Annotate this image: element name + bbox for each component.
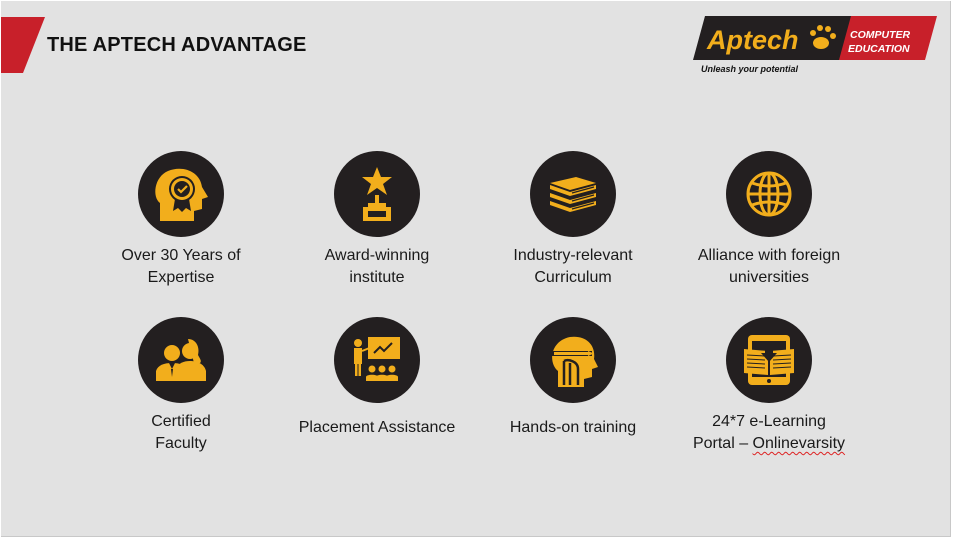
logo-name: Aptech (706, 25, 799, 55)
item-label-line2: institute (349, 269, 405, 286)
item-label-line2: Expertise (147, 269, 215, 286)
tablet-book-download-icon (744, 335, 794, 385)
advantage-item: Over 30 Years of Expertise (91, 151, 271, 289)
advantage-item: Placement Assistance (287, 317, 467, 439)
advantage-item: Award-winning institute (287, 151, 467, 289)
trophy-star-icon (362, 167, 392, 221)
head-pencil-icon (552, 336, 598, 387)
advantage-item: Industry-relevant Curriculum (483, 151, 663, 289)
item-label-line1: Alliance with foreign (697, 247, 841, 264)
faculty-people-icon (156, 339, 206, 381)
advantage-item: Certified Faculty (91, 317, 271, 455)
portal-prefix: Portal – (692, 435, 753, 452)
books-stack-icon (550, 177, 596, 212)
aptech-logo: Aptech COMPUTER EDUCATION Unleash your p… (693, 16, 937, 74)
head-award-badge-icon (155, 168, 208, 221)
item-label-line1: Award-winning (324, 247, 430, 264)
globe-icon (746, 171, 792, 217)
item-label-line2: universities (728, 269, 810, 286)
slide-title: THE APTECH ADVANTAGE (47, 34, 307, 56)
title-accent-shape (1, 17, 45, 73)
item-label-line1: Industry-relevant (513, 247, 633, 264)
item-label-line1: Certified (151, 413, 211, 430)
logo-line1: COMPUTER (850, 29, 911, 41)
item-label-line2: Portal – Onlinevarsity (679, 433, 859, 455)
item-label-line2: Curriculum (534, 269, 612, 286)
logo-tagline: Unleash your potential (701, 64, 799, 74)
paw-icon (810, 25, 836, 49)
logo-line2: EDUCATION (848, 43, 910, 55)
item-label-line1: Placement Assistance (298, 419, 456, 436)
advantage-item: 24*7 e-Learning Portal – Onlinevarsity (679, 317, 859, 455)
item-label-line1: Over 30 Years of (121, 247, 241, 264)
presentation-audience-icon (354, 337, 400, 381)
advantage-item: Hands-on training (483, 317, 663, 439)
item-label-line2: Faculty (155, 435, 207, 452)
advantage-item: Alliance with foreign universities (679, 151, 859, 289)
item-label-line1: 24*7 e-Learning (712, 413, 826, 430)
onlinevarsity-link[interactable]: Onlinevarsity (752, 435, 846, 452)
item-label-line1: Hands-on training (509, 419, 637, 436)
